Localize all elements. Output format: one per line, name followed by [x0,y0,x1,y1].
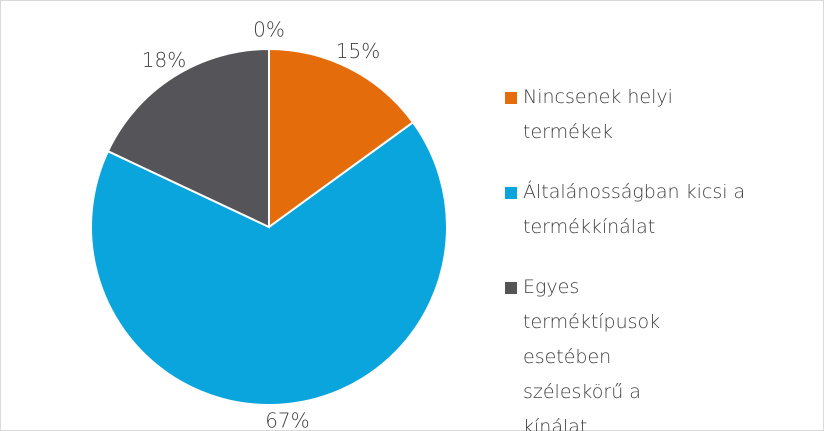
pie-slice [268,47,415,229]
legend-entry: Egyes terméktípusok esetében széleskörű … [505,270,700,431]
legend-label: Egyes terméktípusok esetében széleskörű … [523,276,661,431]
legend-swatch [505,187,517,199]
legend-entry: Nincsenek helyi termékek [505,80,805,150]
data-label: 67% [265,409,309,431]
legend-label: Általánosságban kicsi a termékkínálat [523,181,746,238]
legend-swatch [505,92,517,104]
data-label: 18% [142,48,186,72]
legend-label: Nincsenek helyi termékek [523,86,673,143]
data-label: 15% [336,39,380,63]
pie-slice [106,47,270,229]
data-label: 0% [253,18,285,42]
pie-slice [90,120,448,406]
legend-swatch [505,282,517,294]
legend-entry: Általánosságban kicsi a termékkínálat [505,175,805,245]
